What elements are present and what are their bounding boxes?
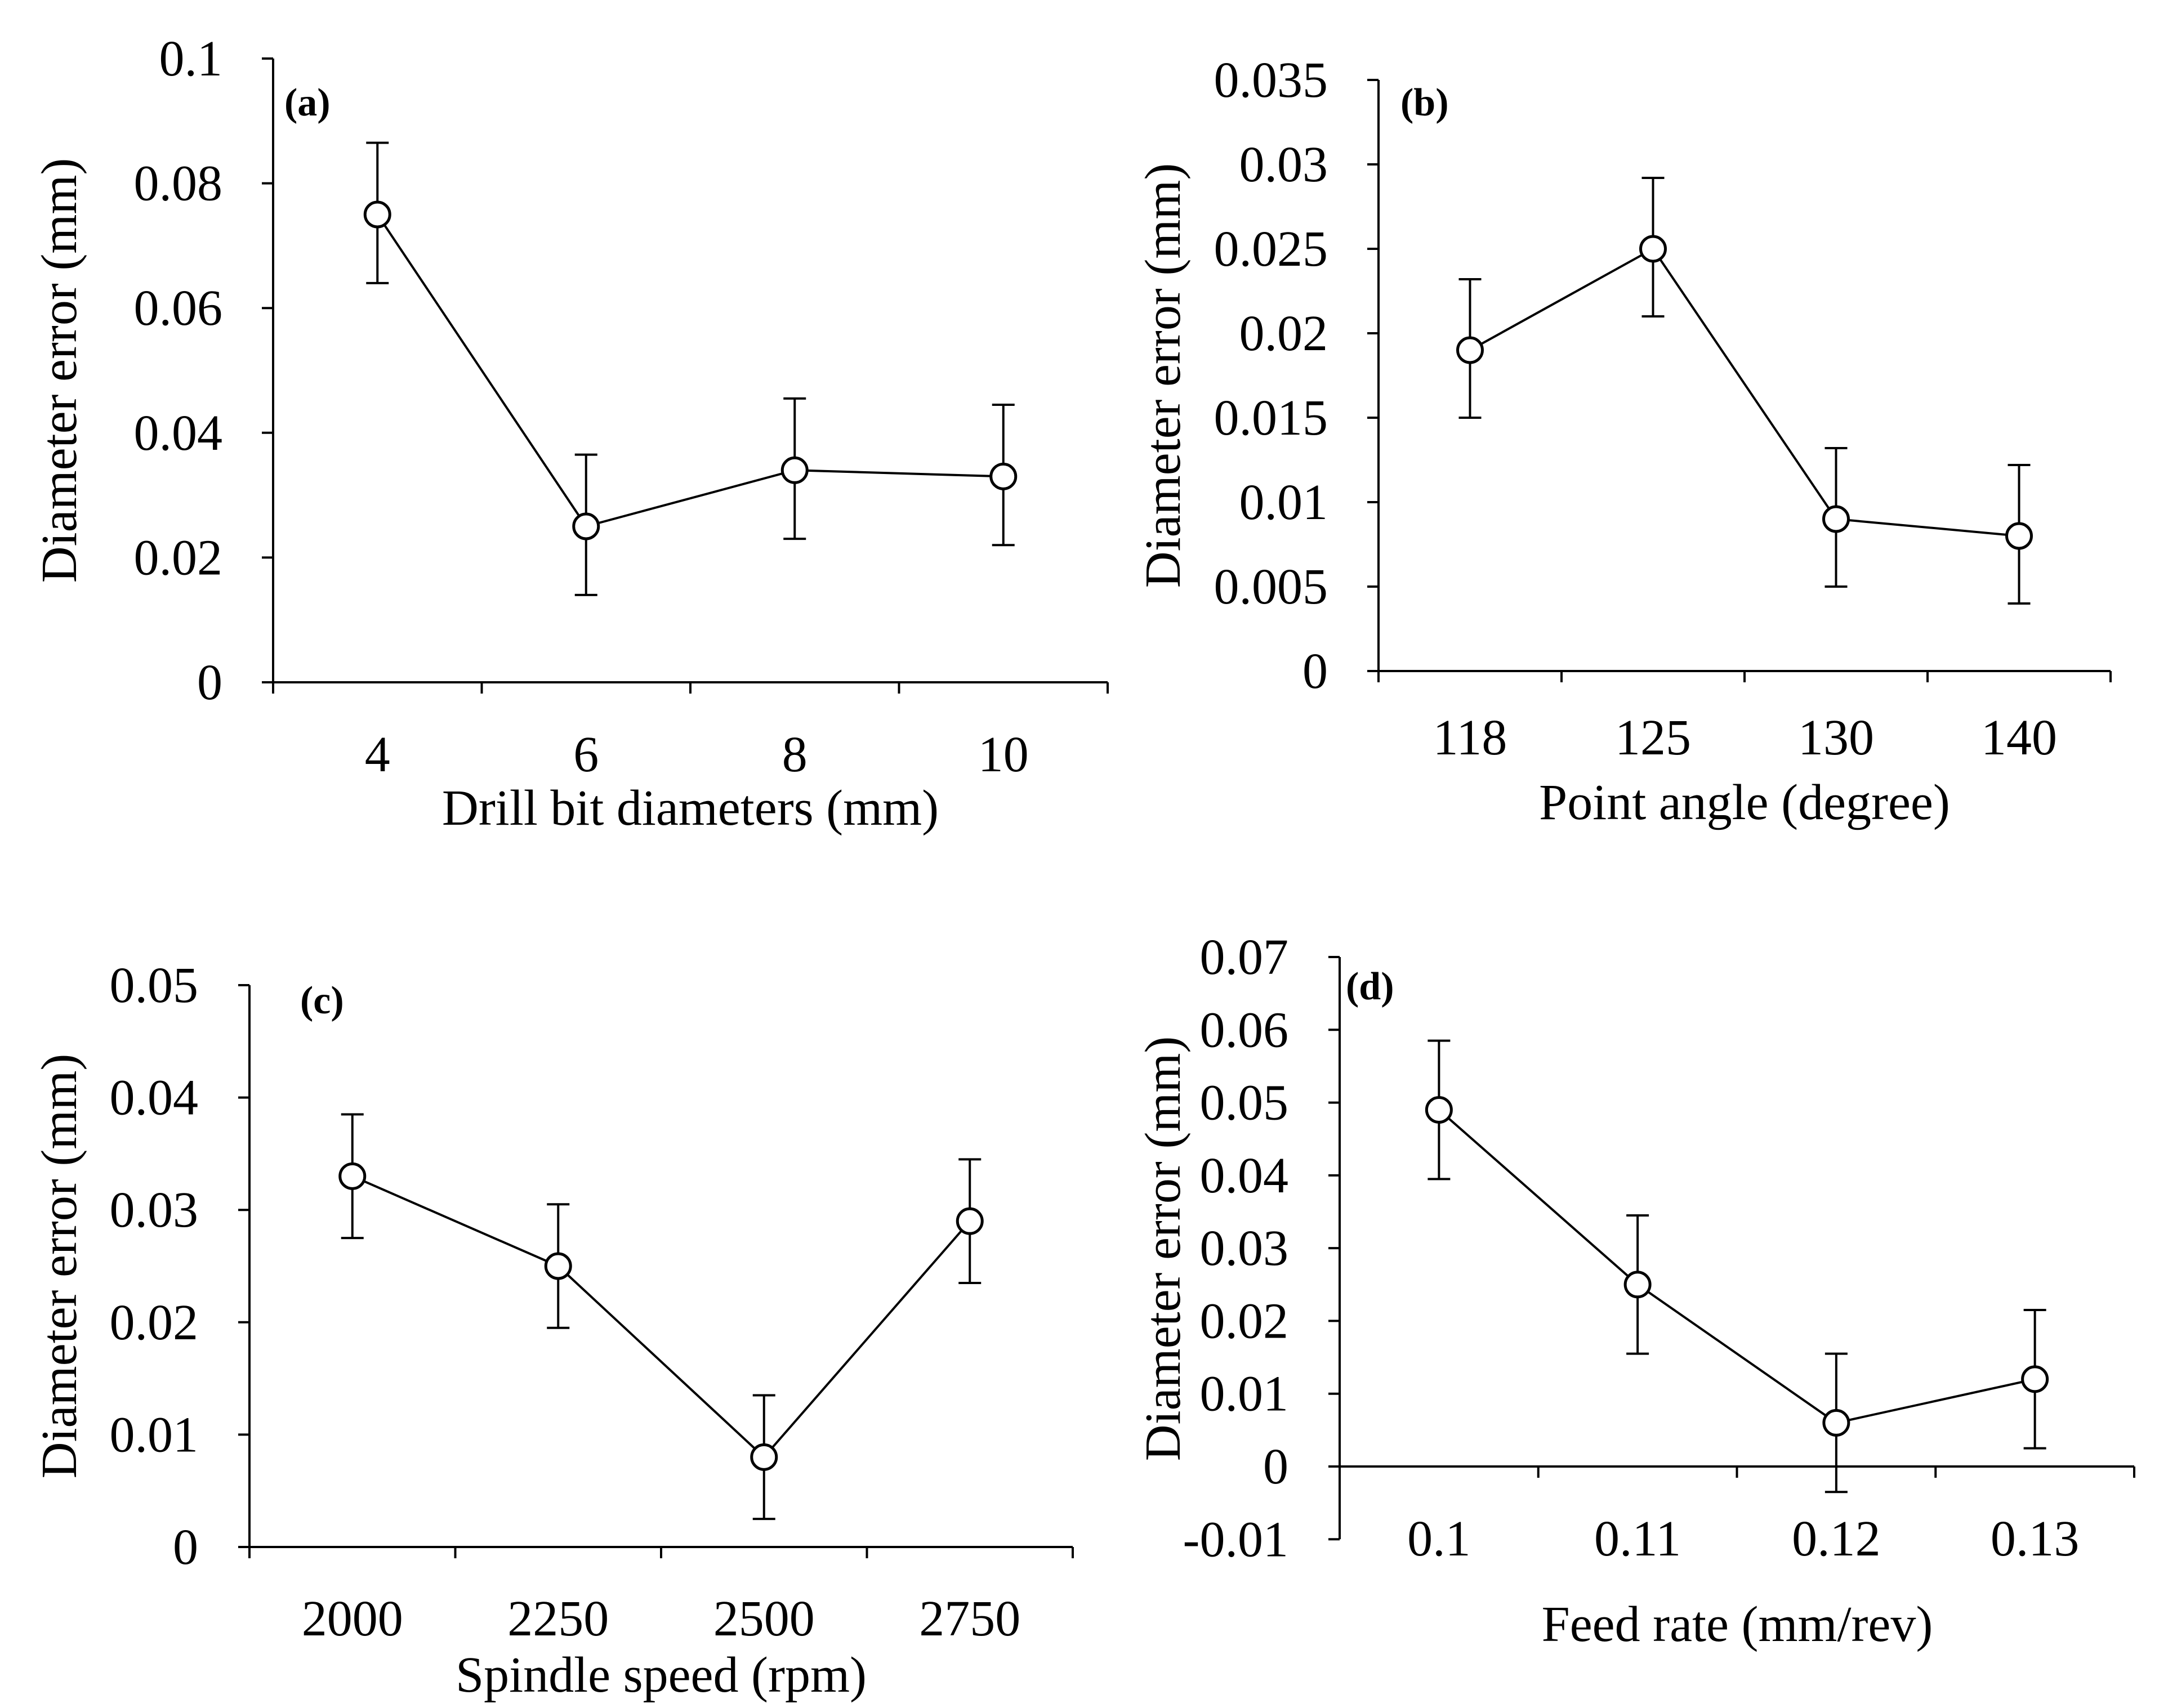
x-axis-label: Drill bit diameters (mm) — [442, 780, 939, 836]
x-tick-label: 0.13 — [1991, 1511, 2080, 1567]
x-tick-label: 0.11 — [1594, 1511, 1681, 1567]
x-axis-label: Feed rate (mm/rev) — [1542, 1597, 1933, 1652]
x-tick-label: 0.12 — [1792, 1511, 1881, 1567]
y-tick-label: -0.01 — [1183, 1512, 1288, 1567]
y-tick-label: 0.1 — [159, 31, 223, 87]
y-tick-label: 0 — [173, 1519, 198, 1575]
y-tick-label: 0.04 — [110, 1070, 199, 1126]
x-tick-label: 2500 — [713, 1591, 815, 1647]
series-line — [351, 1175, 971, 1459]
data-point — [338, 1162, 367, 1190]
data-point — [1639, 235, 1667, 263]
x-tick-label: 8 — [782, 727, 808, 783]
y-tick-label: 0.03 — [1200, 1220, 1289, 1276]
series-line — [1438, 1108, 2036, 1424]
y-tick-label: 0.07 — [1200, 929, 1289, 985]
y-tick-label: 0.015 — [1214, 390, 1328, 446]
x-tick-label: 6 — [573, 727, 599, 783]
data-point — [2021, 1365, 2049, 1393]
data-point — [1623, 1271, 1652, 1299]
panel-a: 0 0.02 0.04 0.06 0.08 0.1 4 6 8 10 Drill bit diame… — [32, 31, 1109, 836]
data-point — [989, 462, 1018, 490]
panel-d: -0.01 0 0.01 0.02 0.03 0.04 0.05 0.06 0.07 0.1 0.1… — [1135, 929, 2135, 1652]
y-tick-label: 0.005 — [1214, 559, 1328, 615]
data-point — [1822, 505, 1850, 533]
y-tick-label: 0.02 — [134, 530, 223, 585]
y-tick-label: 0.05 — [110, 958, 199, 1013]
y-tick-label: 0 — [1302, 643, 1328, 699]
data-point — [2005, 522, 2033, 550]
y-tick-label: 0.01 — [110, 1407, 199, 1463]
y-tick-label: 0.06 — [1200, 1002, 1289, 1058]
x-tick-label: 2000 — [302, 1591, 403, 1647]
y-tick-label: 0.08 — [134, 156, 223, 212]
y-tick-label: 0.01 — [1200, 1366, 1289, 1422]
data-point — [572, 512, 600, 540]
series-line — [1469, 247, 2019, 537]
panel-label: (c) — [300, 979, 344, 1022]
data-point — [363, 200, 391, 229]
x-tick-label: 118 — [1433, 710, 1507, 766]
x-tick-label: 140 — [1981, 710, 2057, 766]
data-point — [780, 456, 809, 484]
y-axis-label: Diameter error (mm) — [32, 158, 87, 583]
panel-label: (b) — [1400, 81, 1449, 124]
y-tick-label: 0.02 — [110, 1295, 199, 1351]
y-tick-label: 0.03 — [1239, 137, 1328, 193]
x-tick-label: 130 — [1798, 710, 1874, 766]
x-tick-label: 4 — [365, 727, 390, 783]
data-point — [750, 1443, 778, 1471]
x-axis-label: Spindle speed (rpm) — [456, 1647, 867, 1703]
y-tick-label: 0.04 — [134, 405, 223, 461]
x-tick-label: 125 — [1615, 710, 1691, 766]
data-point — [1456, 336, 1484, 364]
panel-label: (a) — [284, 81, 331, 124]
x-axis-label: Point angle (degree) — [1539, 775, 1950, 830]
panel-b: 0 0.005 0.01 0.015 0.02 0.025 0.03 0.035 118 125 1… — [1135, 52, 2112, 830]
y-tick-label: 0.04 — [1200, 1148, 1289, 1204]
y-axis-label: Diameter error (mm) — [1135, 163, 1191, 588]
data-point — [1822, 1409, 1850, 1437]
y-tick-label: 0.03 — [110, 1182, 199, 1238]
y-axis-label: Diameter error (mm) — [1135, 1036, 1191, 1461]
data-point — [1425, 1096, 1453, 1124]
y-tick-label: 0.035 — [1214, 52, 1328, 108]
x-tick-label: 0.1 — [1407, 1511, 1471, 1567]
y-tick-label: 0.025 — [1214, 221, 1328, 277]
series-line — [376, 213, 1003, 528]
y-tick-label: 0.05 — [1200, 1075, 1289, 1131]
y-tick-label: 0 — [1263, 1439, 1288, 1495]
data-point — [956, 1207, 984, 1235]
panel-c: 0 0.01 0.02 0.03 0.04 0.05 2000 2250 2500 2750 Spi… — [32, 958, 1074, 1703]
y-axis-label: Diameter error (mm) — [32, 1054, 87, 1479]
y-tick-label: 0.06 — [134, 280, 223, 336]
y-tick-label: 0.01 — [1239, 475, 1328, 530]
data-point — [544, 1252, 572, 1280]
x-tick-label: 2250 — [507, 1591, 609, 1647]
x-tick-label: 2750 — [919, 1591, 1020, 1647]
x-tick-label: 10 — [978, 727, 1029, 783]
panel-label: (d) — [1346, 965, 1394, 1008]
y-tick-label: 0 — [197, 655, 222, 710]
y-tick-label: 0.02 — [1200, 1293, 1289, 1349]
y-tick-label: 0.02 — [1239, 306, 1328, 361]
